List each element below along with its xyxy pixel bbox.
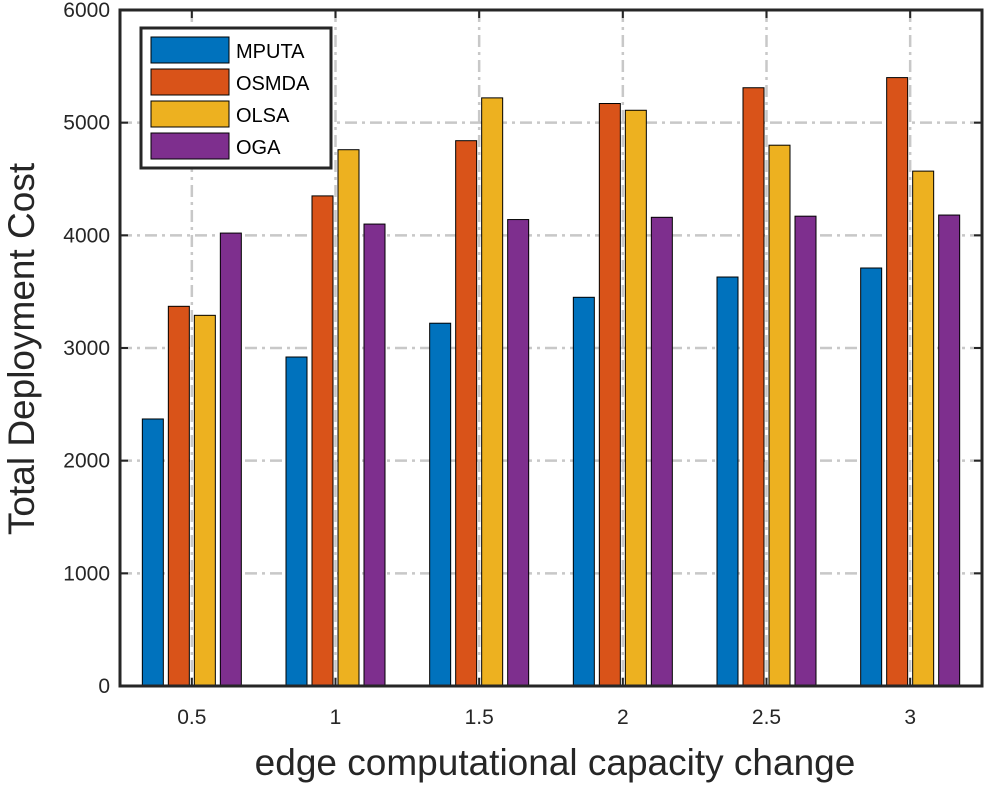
bar-oga-2 <box>650 216 673 687</box>
legend-swatch-osmda <box>150 68 230 96</box>
legend-swatch-oga <box>150 132 230 160</box>
bar-olsa-2 <box>624 109 647 687</box>
y-tick-label: 2000 <box>63 450 110 473</box>
bar-olsa-3 <box>912 170 935 687</box>
bar-olsa-1 <box>337 149 360 687</box>
bar-oga-0_5 <box>219 232 242 687</box>
bar-osmda-1_5 <box>455 140 478 687</box>
bar-oga-2_5 <box>794 215 817 687</box>
y-tick-label: 1000 <box>63 562 110 585</box>
y-tick-label: 6000 <box>63 0 110 22</box>
bar-mputa-2 <box>572 296 595 687</box>
x-tick-label: 0.5 <box>177 706 206 729</box>
x-tick-label: 2 <box>617 706 629 729</box>
legend-swatch-mputa <box>150 36 230 64</box>
bar-osmda-2_5 <box>742 87 765 687</box>
bar-olsa-2_5 <box>768 144 791 687</box>
axes <box>118 8 984 688</box>
x-axis-title: edge computational capacity change <box>255 742 856 783</box>
y-tick-label: 4000 <box>63 224 110 247</box>
y-tick-label: 5000 <box>63 112 110 135</box>
y-tick-label: 0 <box>98 675 110 698</box>
x-tick-label: 2.5 <box>752 706 781 729</box>
bar-osmda-2 <box>598 103 621 687</box>
y-tick-label: 3000 <box>63 337 110 360</box>
bar-osmda-1 <box>311 195 334 687</box>
legend-swatch-olsa <box>150 100 230 128</box>
bar-mputa-2_5 <box>716 276 739 687</box>
bar-osmda-0_5 <box>167 305 190 687</box>
legend-label-osmda: OSMDA <box>236 73 310 95</box>
bar-oga-3 <box>938 214 961 687</box>
legend-label-oga: OGA <box>236 137 281 159</box>
bar-osmda-3 <box>886 77 909 687</box>
bar-mputa-3 <box>860 267 883 687</box>
bar-oga-1_5 <box>507 219 530 687</box>
x-tick-label: 3 <box>904 706 916 729</box>
x-tick-label: 1 <box>330 706 342 729</box>
legend-label-mputa: MPUTA <box>236 41 305 63</box>
x-tick-label: 1.5 <box>465 706 494 729</box>
bar-oga-1 <box>363 223 386 687</box>
bar-mputa-1 <box>285 356 308 687</box>
bar-olsa-1_5 <box>481 97 504 687</box>
bar-olsa-0_5 <box>193 314 216 687</box>
y-axis-title: Total Deployment Cost <box>1 162 42 535</box>
bar-mputa-0_5 <box>141 418 164 687</box>
legend: MPUTA OSMDA OLSA OGA <box>139 26 333 170</box>
legend-label-olsa: OLSA <box>236 105 290 127</box>
bar-mputa-1_5 <box>429 322 452 687</box>
tick-labels: 0 1000 2000 3000 4000 5000 6000 0.5 1 1.5 2 2.5 3 <box>63 0 916 729</box>
